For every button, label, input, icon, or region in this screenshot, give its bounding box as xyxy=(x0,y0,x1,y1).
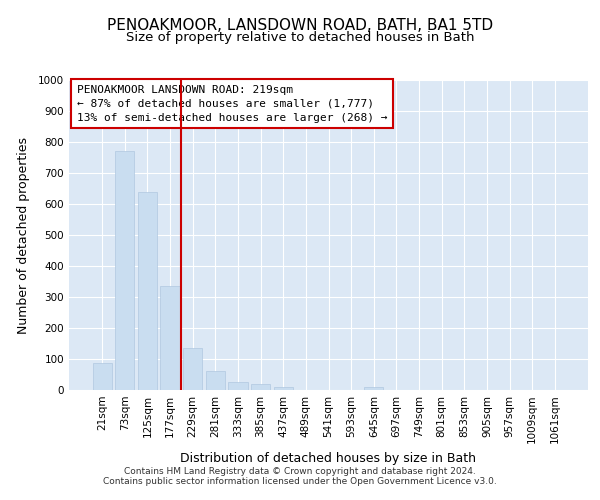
Bar xyxy=(206,372,225,390)
Text: PENOAKMOOR, LANSDOWN ROAD, BATH, BA1 5TD: PENOAKMOOR, LANSDOWN ROAD, BATH, BA1 5TD xyxy=(107,18,493,32)
Bar xyxy=(274,387,293,390)
Bar xyxy=(92,363,112,390)
Bar xyxy=(138,192,157,390)
Text: PENOAKMOOR LANSDOWN ROAD: 219sqm
← 87% of detached houses are smaller (1,777)
13: PENOAKMOOR LANSDOWN ROAD: 219sqm ← 87% o… xyxy=(77,84,387,122)
Bar xyxy=(160,286,180,390)
Y-axis label: Number of detached properties: Number of detached properties xyxy=(17,136,29,334)
Text: Size of property relative to detached houses in Bath: Size of property relative to detached ho… xyxy=(126,31,474,44)
Bar xyxy=(115,152,134,390)
X-axis label: Distribution of detached houses by size in Bath: Distribution of detached houses by size … xyxy=(181,452,476,465)
Bar xyxy=(364,387,383,390)
Text: Contains HM Land Registry data © Crown copyright and database right 2024.: Contains HM Land Registry data © Crown c… xyxy=(124,467,476,476)
Bar xyxy=(229,382,248,390)
Text: Contains public sector information licensed under the Open Government Licence v3: Contains public sector information licen… xyxy=(103,477,497,486)
Bar xyxy=(183,348,202,390)
Bar xyxy=(251,384,270,390)
